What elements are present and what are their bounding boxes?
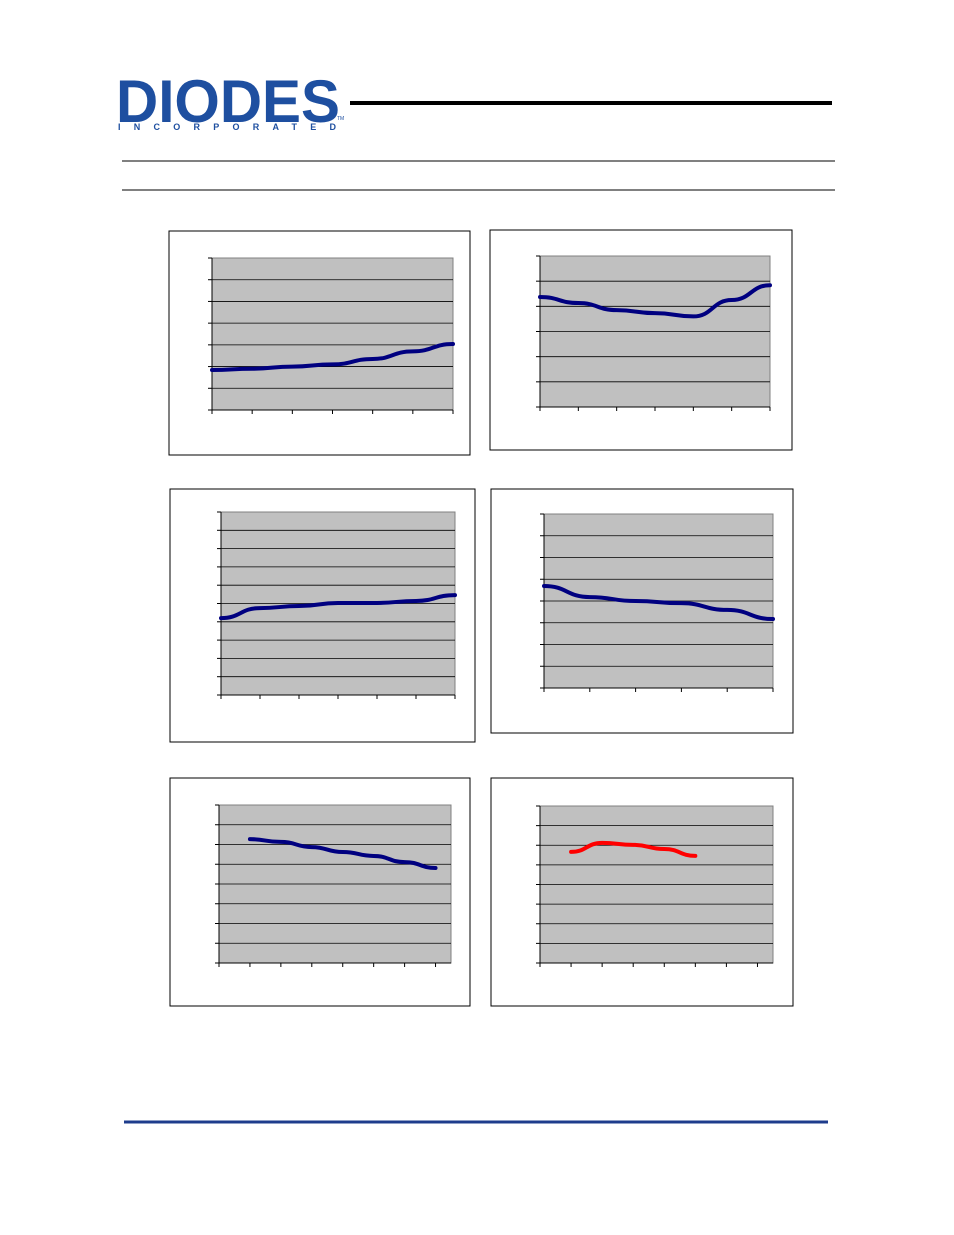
data-line (538, 283, 772, 319)
plot-area (211, 257, 454, 411)
data-line (210, 341, 455, 373)
logo: DIODES (116, 68, 340, 135)
data-line (219, 593, 457, 621)
logo-mark: TM (337, 116, 344, 122)
data-line (569, 840, 698, 858)
data-line (542, 583, 775, 622)
data-line (247, 837, 438, 871)
